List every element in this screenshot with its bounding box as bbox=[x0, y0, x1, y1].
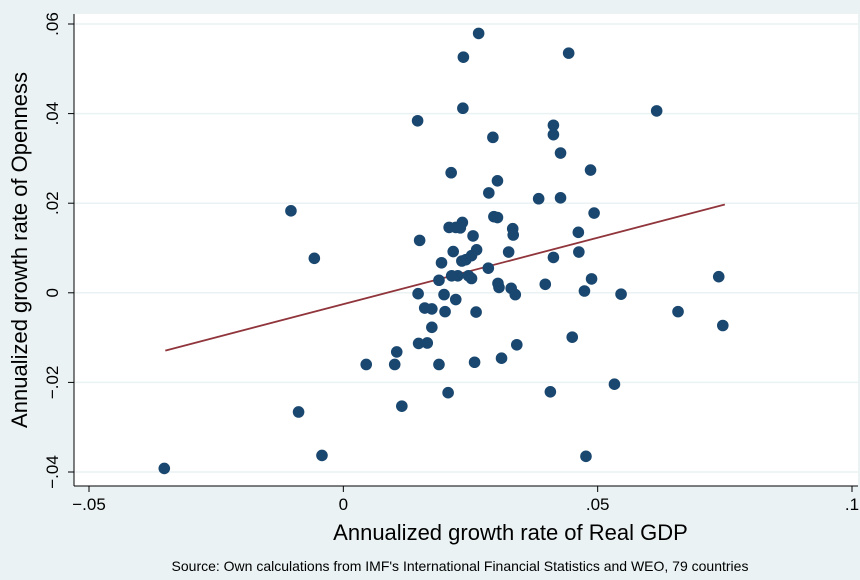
data-point bbox=[442, 386, 454, 399]
data-point bbox=[650, 105, 663, 117]
y-tick-label: −.02 bbox=[43, 366, 62, 400]
data-point bbox=[388, 358, 401, 371]
data-point bbox=[487, 131, 499, 144]
source-note: Source: Own calculations from IMF's Inte… bbox=[172, 558, 749, 574]
data-point bbox=[716, 319, 729, 332]
data-point bbox=[544, 386, 557, 398]
x-tick-label: −.05 bbox=[72, 495, 106, 514]
data-point bbox=[285, 205, 297, 217]
data-point bbox=[447, 245, 460, 258]
data-point bbox=[465, 272, 478, 285]
plot-area bbox=[74, 14, 858, 486]
data-point bbox=[510, 338, 523, 351]
data-point bbox=[472, 27, 485, 40]
data-point bbox=[411, 114, 424, 127]
fit-line bbox=[165, 203, 726, 352]
data-point bbox=[308, 252, 321, 265]
data-point bbox=[712, 270, 725, 283]
data-point bbox=[292, 406, 305, 418]
y-tick-label: .06 bbox=[43, 12, 62, 36]
data-point bbox=[585, 273, 598, 285]
data-point bbox=[491, 175, 504, 187]
data-point bbox=[316, 449, 328, 462]
data-point bbox=[507, 229, 520, 241]
data-point bbox=[572, 226, 585, 239]
data-point bbox=[483, 187, 495, 199]
y-axis-title: Annualized growth rate of Openness bbox=[7, 72, 32, 428]
data-point bbox=[456, 216, 469, 229]
data-point bbox=[547, 119, 560, 132]
data-point bbox=[584, 164, 597, 176]
data-point bbox=[547, 251, 560, 264]
data-point bbox=[470, 306, 482, 318]
data-point bbox=[390, 346, 403, 358]
y-tick-label: .02 bbox=[43, 191, 62, 215]
data-point bbox=[412, 337, 425, 350]
data-point bbox=[532, 192, 545, 205]
data-point bbox=[495, 352, 508, 365]
x-axis-title: Annualized growth rate of Real GDP bbox=[333, 520, 688, 545]
data-point bbox=[158, 462, 171, 475]
y-axis-ticks: −.04 −.02 0 .02 .04 .06 bbox=[43, 12, 74, 489]
data-point bbox=[615, 288, 627, 300]
data-point bbox=[445, 166, 457, 179]
data-point bbox=[573, 246, 585, 258]
data-point bbox=[554, 147, 567, 159]
data-point bbox=[360, 358, 373, 371]
data-point bbox=[672, 305, 684, 318]
data-point bbox=[396, 400, 408, 412]
data-point bbox=[426, 321, 438, 334]
data-point bbox=[509, 288, 522, 301]
x-tick-label: .05 bbox=[586, 495, 610, 514]
data-point bbox=[421, 337, 434, 349]
data-point bbox=[426, 303, 438, 315]
y-tick-label: −.04 bbox=[43, 455, 62, 489]
gridlines bbox=[74, 23, 858, 473]
data-point bbox=[493, 281, 505, 294]
data-point bbox=[439, 305, 451, 318]
data-point bbox=[482, 262, 495, 274]
x-axis-ticks: −.05 0 .05 .1 bbox=[72, 486, 859, 514]
data-point bbox=[578, 285, 591, 297]
data-point bbox=[468, 356, 481, 369]
data-point bbox=[580, 450, 592, 463]
x-tick-label: .1 bbox=[845, 495, 859, 514]
y-tick-label: 0 bbox=[43, 288, 62, 297]
data-point bbox=[562, 47, 575, 59]
data-point bbox=[502, 246, 515, 258]
data-point bbox=[554, 192, 567, 204]
data-point bbox=[457, 51, 470, 63]
data-point bbox=[547, 128, 560, 141]
data-point bbox=[470, 243, 483, 256]
x-tick-label: 0 bbox=[339, 495, 348, 514]
axes bbox=[73, 14, 858, 487]
data-point bbox=[566, 331, 579, 343]
data-point bbox=[457, 102, 469, 115]
data-point bbox=[451, 269, 464, 282]
data-point bbox=[608, 378, 621, 390]
data-point bbox=[588, 207, 600, 219]
data-point bbox=[412, 287, 424, 300]
fit-line-group bbox=[165, 203, 726, 352]
data-point bbox=[435, 256, 448, 269]
data-point bbox=[413, 234, 426, 247]
data-point bbox=[433, 274, 445, 287]
data-point bbox=[491, 211, 504, 224]
y-tick-label: .04 bbox=[43, 102, 62, 126]
data-point bbox=[449, 293, 462, 306]
data-point bbox=[433, 358, 445, 371]
data-point bbox=[539, 278, 552, 291]
data-point bbox=[438, 288, 450, 301]
data-points bbox=[158, 27, 729, 475]
data-point bbox=[467, 230, 479, 242]
